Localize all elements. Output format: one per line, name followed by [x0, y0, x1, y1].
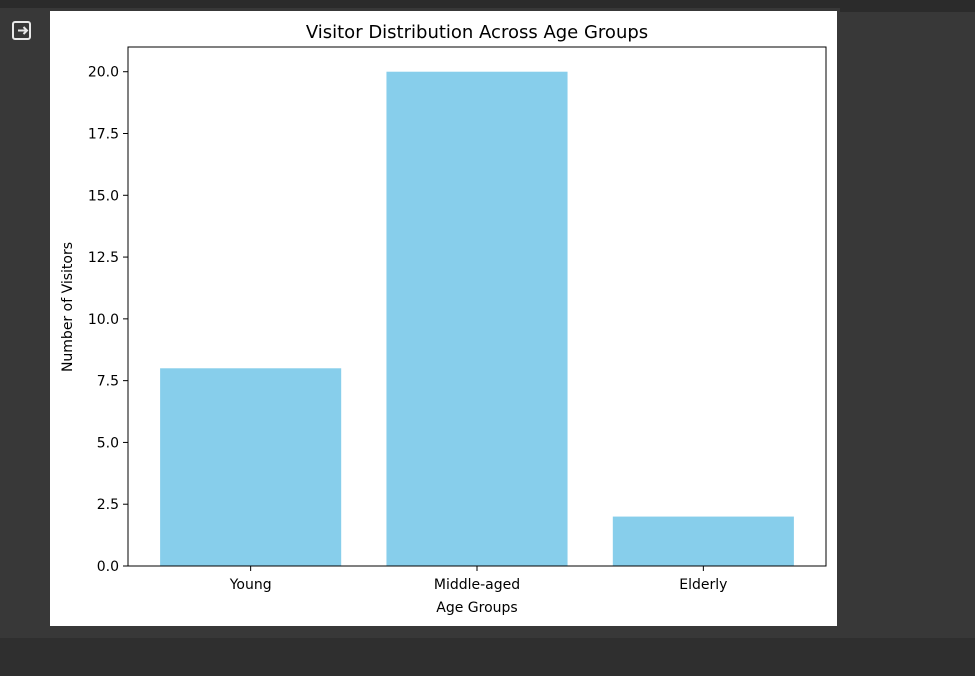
- cell-top-border-right: [840, 0, 975, 12]
- x-axis-label: Age Groups: [436, 600, 517, 616]
- plot-frame: [127, 46, 827, 567]
- bar-elderly: [612, 516, 794, 566]
- y-tick-label: 15.0: [88, 188, 119, 204]
- x-tick-label: Young: [229, 577, 272, 593]
- cell-top-border: [0, 0, 975, 8]
- cell-bottom-band: [0, 638, 975, 676]
- y-tick-label: 0.0: [97, 559, 119, 575]
- bar-middle-aged: [386, 71, 568, 566]
- output-redirect-icon-glyph: [12, 21, 31, 40]
- y-tick-label: 7.5: [97, 374, 119, 390]
- y-tick-label: 20.0: [88, 65, 119, 81]
- bar-chart: Visitor Distribution Across Age Groups A…: [60, 22, 827, 616]
- x-tick-label: Middle-aged: [434, 577, 520, 593]
- output-gutter: [0, 8, 46, 638]
- chart-figure: Visitor Distribution Across Age Groups A…: [50, 11, 837, 626]
- y-tick-label: 17.5: [88, 127, 119, 143]
- output-redirect-icon[interactable]: [10, 19, 34, 43]
- y-tick-label: 2.5: [97, 497, 119, 513]
- y-tick-label: 10.0: [88, 312, 119, 328]
- y-tick-label: 5.0: [97, 435, 119, 451]
- y-axis-label: Number of Visitors: [60, 242, 76, 372]
- chart-title: Visitor Distribution Across Age Groups: [306, 22, 648, 43]
- y-tick-label: 12.5: [88, 250, 119, 266]
- bar-young: [160, 368, 342, 566]
- x-tick-label: Elderly: [679, 577, 727, 593]
- plot-area: Young Middle-aged Elderly 0.0 2.5 5.0 7.5 10.0 1…: [88, 46, 827, 593]
